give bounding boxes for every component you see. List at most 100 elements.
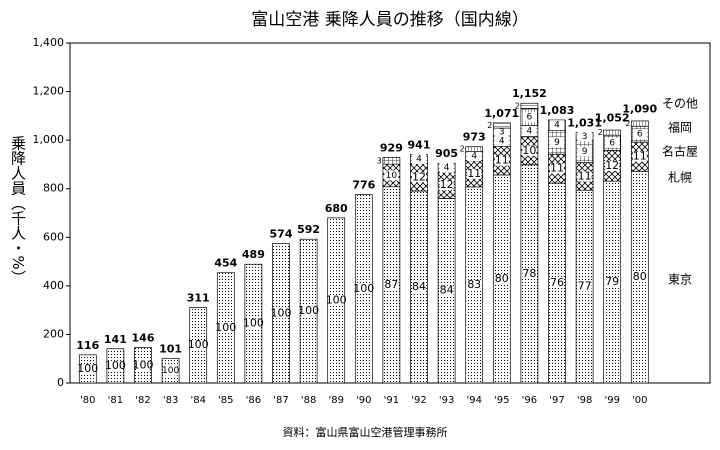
label-bg bbox=[439, 180, 454, 191]
x-tick-label: '84 bbox=[190, 395, 205, 406]
x-tick-label: '91 bbox=[384, 395, 399, 406]
segment-label: 11 bbox=[467, 167, 481, 180]
bar-segment bbox=[630, 120, 649, 127]
segment-label: 4 bbox=[471, 152, 477, 162]
x-tick-label: '88 bbox=[301, 395, 316, 406]
label-bg bbox=[494, 273, 509, 284]
label-bg bbox=[550, 163, 564, 174]
segment-label: 4 bbox=[527, 127, 533, 137]
label-bg bbox=[439, 285, 454, 296]
label-bg bbox=[632, 151, 647, 162]
y-tick-label: 1,000 bbox=[33, 133, 65, 146]
y-tick-label: 600 bbox=[43, 230, 64, 243]
total-label: 929 bbox=[380, 141, 403, 154]
segment-label: 100 bbox=[77, 362, 98, 375]
segment-label: 79 bbox=[605, 275, 619, 288]
x-tick-label: '85 bbox=[218, 395, 233, 406]
label-bg bbox=[467, 279, 482, 290]
label-bg bbox=[329, 295, 344, 306]
label-bg bbox=[218, 322, 233, 333]
label-bg bbox=[577, 281, 592, 292]
label-bg bbox=[108, 360, 123, 371]
legend-label: 札幌 bbox=[668, 170, 692, 185]
segment-label: 2 bbox=[460, 145, 465, 154]
label-bg bbox=[494, 136, 509, 147]
label-bg bbox=[467, 168, 482, 179]
segment-label: 100 bbox=[188, 338, 209, 351]
legend-label: 名古屋 bbox=[662, 144, 698, 159]
total-label: 1,090 bbox=[622, 102, 657, 115]
segment-label: 80 bbox=[633, 270, 647, 283]
label-bg bbox=[550, 137, 564, 148]
label-bg bbox=[494, 155, 509, 166]
label-bg bbox=[632, 129, 647, 140]
segment-label: 9 bbox=[582, 147, 588, 157]
legend-label: その他 bbox=[662, 97, 698, 111]
x-tick-label: '90 bbox=[356, 395, 371, 406]
y-tick-label: 0 bbox=[57, 376, 64, 389]
total-label: 941 bbox=[408, 138, 431, 151]
segment-label: 87 bbox=[384, 278, 398, 291]
segment-label: 9 bbox=[554, 138, 560, 148]
label-bg bbox=[439, 162, 454, 173]
total-label: 101 bbox=[159, 342, 182, 355]
label-bg bbox=[136, 360, 150, 371]
x-tick-label: '94 bbox=[466, 395, 481, 406]
x-tick-label: '86 bbox=[246, 395, 261, 406]
label-bg bbox=[412, 172, 426, 183]
segment-label: 80 bbox=[495, 272, 509, 285]
x-tick-label: '80 bbox=[80, 395, 95, 406]
total-label: 116 bbox=[76, 339, 99, 352]
label-bg bbox=[356, 283, 371, 294]
segment-label: 4 bbox=[554, 121, 560, 131]
label-bg bbox=[605, 277, 620, 288]
total-label: 1,083 bbox=[540, 104, 575, 117]
segment-label: 10 bbox=[522, 144, 536, 157]
label-bg bbox=[632, 272, 647, 283]
x-tick-label: '96 bbox=[522, 395, 537, 406]
segment-label: 84 bbox=[412, 280, 426, 293]
segment-label: 12 bbox=[440, 178, 454, 191]
segment-label: 4 bbox=[499, 137, 505, 147]
segment-label: 12 bbox=[412, 170, 426, 183]
label-bg bbox=[191, 340, 206, 351]
x-tick-label: '82 bbox=[135, 395, 150, 406]
bar-segment bbox=[382, 157, 401, 165]
label-bg bbox=[522, 126, 537, 137]
segment-label: 100 bbox=[271, 306, 292, 319]
label-bg bbox=[163, 365, 178, 376]
segment-label: 76 bbox=[550, 276, 564, 289]
segment-label: 100 bbox=[243, 317, 264, 330]
segment-label: 3 bbox=[499, 128, 505, 138]
label-bg bbox=[605, 137, 620, 148]
x-tick-label: '98 bbox=[577, 395, 592, 406]
y-tick-label: 1,400 bbox=[33, 36, 65, 49]
segment-label: 84 bbox=[440, 284, 454, 297]
y-axis-label: 乗降人員（千人・%） bbox=[9, 135, 27, 284]
segment-label: 100 bbox=[353, 282, 374, 295]
segment-label: 100 bbox=[105, 359, 126, 372]
segment-label: 77 bbox=[578, 280, 592, 293]
segment-label: 4 bbox=[416, 155, 422, 165]
segment-label: 6 bbox=[527, 113, 533, 123]
total-label: 973 bbox=[463, 131, 486, 144]
segment-label: 2 bbox=[487, 121, 492, 130]
legend-label: 福岡 bbox=[668, 120, 692, 135]
segment-label: 6 bbox=[637, 130, 643, 140]
x-tick-label: '97 bbox=[549, 395, 564, 406]
label-bg bbox=[384, 279, 399, 290]
label-bg bbox=[577, 171, 592, 182]
bar-segment bbox=[492, 122, 511, 129]
label-bg bbox=[412, 282, 426, 293]
total-label: 489 bbox=[242, 248, 265, 261]
segment-label: 3 bbox=[377, 156, 382, 165]
segment-label: 78 bbox=[522, 267, 536, 280]
label-bg bbox=[301, 306, 316, 317]
total-label: 311 bbox=[187, 291, 210, 304]
total-label: 1,052 bbox=[595, 112, 630, 125]
segment-label: 2 bbox=[598, 128, 603, 137]
x-tick-label: '87 bbox=[273, 395, 288, 406]
segment-label: 100 bbox=[133, 358, 154, 371]
segment-label: 11 bbox=[633, 150, 647, 163]
label-bg bbox=[246, 318, 261, 329]
